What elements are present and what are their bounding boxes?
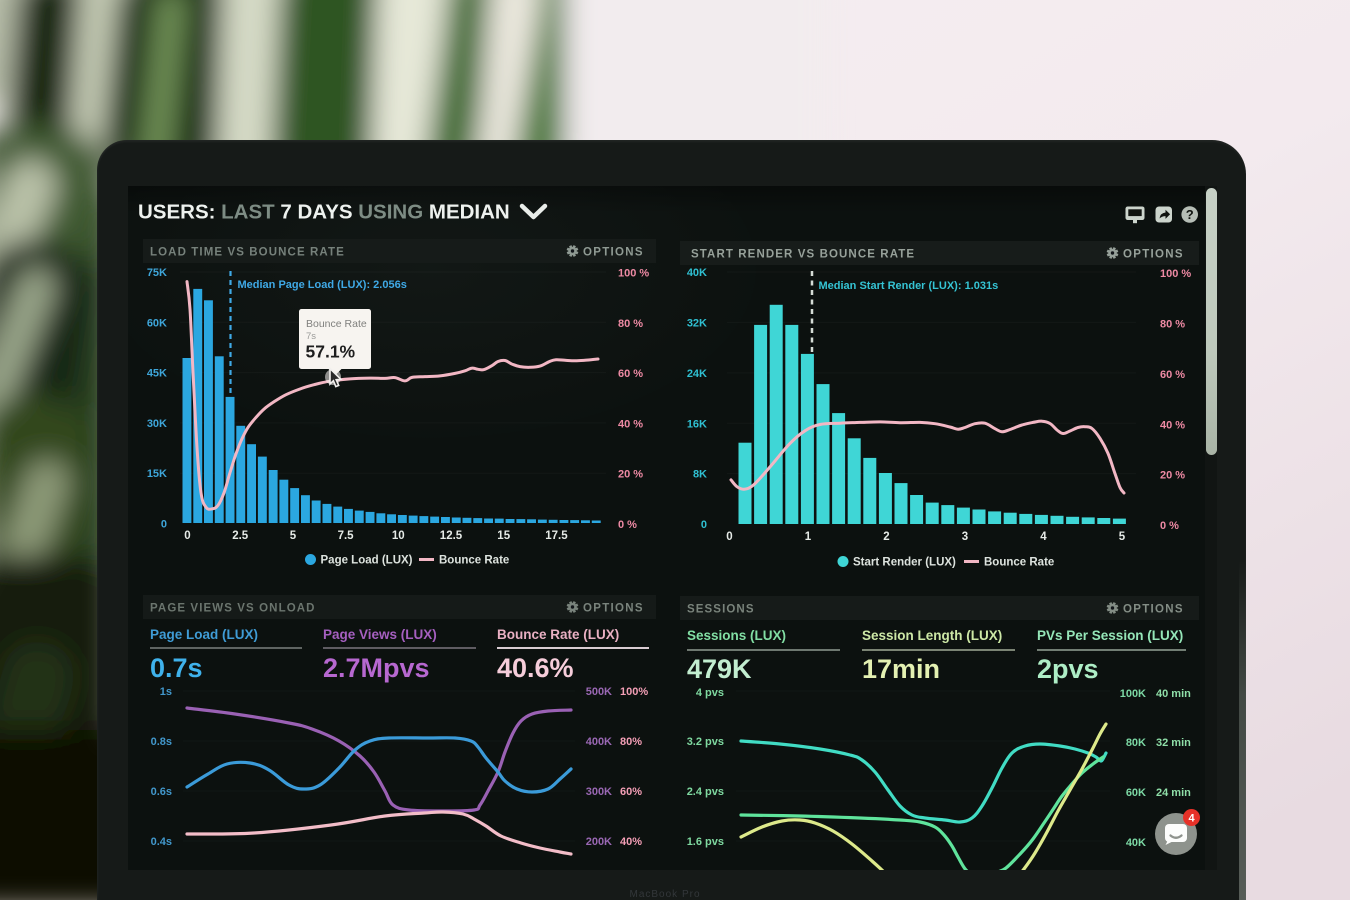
svg-text:40 %: 40 % <box>618 418 643 430</box>
svg-text:0.4s: 0.4s <box>151 836 172 848</box>
svg-text:1s: 1s <box>160 686 172 698</box>
svg-text:0.7s: 0.7s <box>150 653 203 683</box>
svg-text:Start Render (LUX): Start Render (LUX) <box>853 557 956 569</box>
svg-text:479K: 479K <box>687 654 752 684</box>
svg-text:4: 4 <box>1188 813 1195 825</box>
svg-text:60 %: 60 % <box>1160 369 1185 381</box>
svg-text:40 %: 40 % <box>1160 419 1185 431</box>
svg-text:12.5: 12.5 <box>440 530 463 542</box>
svg-text:SESSIONS: SESSIONS <box>687 604 755 616</box>
svg-text:5: 5 <box>290 530 297 542</box>
svg-text:1: 1 <box>805 531 812 543</box>
svg-text:OPTIONS: OPTIONS <box>1123 249 1184 261</box>
svg-text:1.6 pvs: 1.6 pvs <box>687 836 724 848</box>
svg-text:7.5: 7.5 <box>338 530 355 542</box>
svg-text:20 %: 20 % <box>618 469 643 481</box>
svg-text:PVs Per Session (LUX): PVs Per Session (LUX) <box>1037 628 1183 643</box>
svg-text:10: 10 <box>392 530 405 542</box>
svg-text:20 %: 20 % <box>1160 470 1185 482</box>
svg-text:Median Start Render (LUX): 1.0: Median Start Render (LUX): 1.031s <box>819 280 999 292</box>
svg-text:OPTIONS: OPTIONS <box>583 247 644 259</box>
svg-text:2: 2 <box>883 531 889 543</box>
svg-text:40K: 40K <box>687 267 707 279</box>
svg-text:3: 3 <box>962 531 968 543</box>
svg-text:2pvs: 2pvs <box>1037 654 1099 684</box>
svg-text:60K: 60K <box>147 317 167 329</box>
svg-text:0.6s: 0.6s <box>151 786 172 798</box>
svg-text:0.8s: 0.8s <box>151 736 172 748</box>
svg-text:Page Views (LUX): Page Views (LUX) <box>323 627 437 642</box>
svg-text:30K: 30K <box>147 418 167 430</box>
svg-text:100K: 100K <box>1120 688 1146 700</box>
svg-text:17.5: 17.5 <box>545 530 568 542</box>
svg-text:0: 0 <box>184 530 190 542</box>
svg-text:0: 0 <box>726 531 732 543</box>
svg-text:Page Load (LUX): Page Load (LUX) <box>321 555 413 567</box>
svg-text:100%: 100% <box>620 686 648 698</box>
svg-text:?: ? <box>1186 207 1194 222</box>
svg-text:Sessions (LUX): Sessions (LUX) <box>687 628 786 643</box>
svg-text:500K: 500K <box>586 686 612 698</box>
svg-text:OPTIONS: OPTIONS <box>583 603 644 615</box>
svg-text:3.2 pvs: 3.2 pvs <box>687 736 724 748</box>
svg-text:4 pvs: 4 pvs <box>696 687 724 699</box>
svg-text:4: 4 <box>1040 531 1047 543</box>
svg-text:Page Load (LUX): Page Load (LUX) <box>150 627 258 642</box>
svg-text:START RENDER VS BOUNCE RATE: START RENDER VS BOUNCE RATE <box>691 249 915 261</box>
svg-text:2.5: 2.5 <box>232 530 249 542</box>
svg-text:LOAD TIME VS BOUNCE RATE: LOAD TIME VS BOUNCE RATE <box>150 247 345 259</box>
svg-text:8K: 8K <box>693 469 707 481</box>
svg-text:60%: 60% <box>620 786 642 798</box>
svg-text:OPTIONS: OPTIONS <box>1123 604 1184 616</box>
svg-text:45K: 45K <box>147 368 167 380</box>
svg-text:24 min: 24 min <box>1156 787 1191 799</box>
svg-text:60K: 60K <box>1126 787 1146 799</box>
svg-text:2.7Mpvs: 2.7Mpvs <box>323 653 430 683</box>
svg-text:80K: 80K <box>1126 737 1146 749</box>
svg-text:80%: 80% <box>620 736 642 748</box>
svg-text:7s: 7s <box>306 331 316 342</box>
svg-text:200K: 200K <box>586 836 612 848</box>
svg-text:2.4 pvs: 2.4 pvs <box>687 786 724 798</box>
svg-text:5: 5 <box>1119 531 1126 543</box>
svg-text:15: 15 <box>497 530 510 542</box>
svg-text:32K: 32K <box>687 317 707 329</box>
svg-text:Median Page Load (LUX): 2.056s: Median Page Load (LUX): 2.056s <box>238 279 407 291</box>
svg-text:100 %: 100 % <box>618 268 649 280</box>
svg-text:Bounce Rate: Bounce Rate <box>306 318 367 330</box>
svg-text:Bounce Rate (LUX): Bounce Rate (LUX) <box>497 627 619 642</box>
svg-text:57.1%: 57.1% <box>306 342 356 362</box>
svg-text:80 %: 80 % <box>1160 318 1185 330</box>
svg-text:Bounce Rate: Bounce Rate <box>439 555 509 567</box>
svg-text:Bounce Rate: Bounce Rate <box>984 557 1054 569</box>
svg-text:40K: 40K <box>1126 837 1146 849</box>
svg-text:60 %: 60 % <box>618 368 643 380</box>
svg-text:0 %: 0 % <box>618 519 637 531</box>
svg-text:40%: 40% <box>620 836 642 848</box>
svg-text:0 %: 0 % <box>1160 520 1179 532</box>
svg-text:300K: 300K <box>586 786 612 798</box>
svg-text:16K: 16K <box>687 418 707 430</box>
svg-text:15K: 15K <box>147 468 167 480</box>
svg-text:40.6%: 40.6% <box>497 653 574 683</box>
svg-text:PAGE VIEWS VS ONLOAD: PAGE VIEWS VS ONLOAD <box>150 603 316 615</box>
svg-text:USERS: LAST 7 DAYS USING MEDIA: USERS: LAST 7 DAYS USING MEDIAN <box>138 201 510 224</box>
svg-text:400K: 400K <box>586 736 612 748</box>
svg-text:Session Length (LUX): Session Length (LUX) <box>862 628 1002 643</box>
svg-text:40 min: 40 min <box>1156 688 1191 700</box>
svg-text:100 %: 100 % <box>1160 268 1191 280</box>
svg-text:32 min: 32 min <box>1156 737 1191 749</box>
svg-text:24K: 24K <box>687 368 707 380</box>
svg-text:80 %: 80 % <box>618 318 643 330</box>
svg-text:17min: 17min <box>862 654 940 684</box>
svg-text:75K: 75K <box>147 267 167 279</box>
svg-text:MacBook Pro: MacBook Pro <box>629 889 700 900</box>
svg-text:0: 0 <box>161 519 167 531</box>
svg-text:0: 0 <box>701 519 707 531</box>
